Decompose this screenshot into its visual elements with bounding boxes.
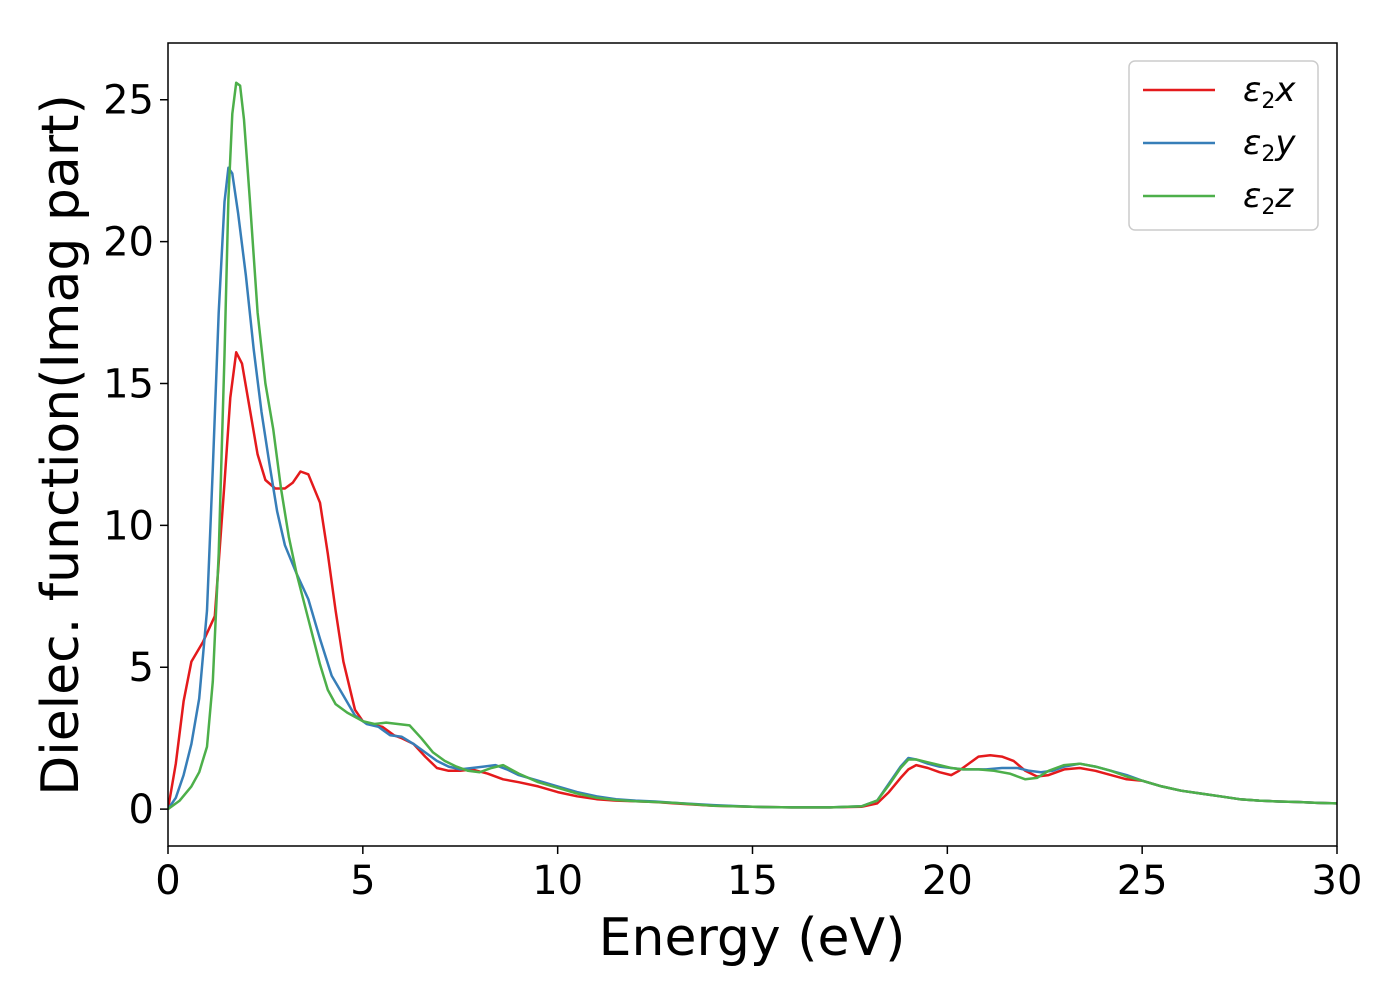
y-tick-label: 15 (103, 361, 154, 407)
y-tick-label: 5 (129, 645, 154, 691)
x-tick-label: 5 (350, 858, 375, 904)
y-axis-label: Dielec. function(Imag part) (31, 94, 91, 796)
x-axis: 0 5 10 15 20 25 30 (155, 846, 1362, 904)
legend: ε2x ε2y ε2z (1128, 60, 1319, 231)
y-tick-label: 10 (103, 503, 154, 549)
x-tick-label: 20 (922, 858, 973, 904)
x-tick-label: 15 (727, 858, 778, 904)
legend-label-x: ε2x (1243, 70, 1296, 114)
series-layer (168, 81, 1337, 811)
y-tick-label: 25 (103, 78, 154, 124)
x-axis-label: Energy (eV) (599, 908, 906, 968)
x-tick-label: 0 (155, 858, 180, 904)
x-tick-label: 30 (1312, 858, 1363, 904)
y-tick-label: 20 (103, 220, 154, 266)
legend-box (1128, 60, 1319, 231)
y-tick-label: 0 (129, 787, 154, 833)
series-line-z (168, 81, 1337, 811)
legend-label-z: ε2z (1243, 176, 1294, 220)
legend-label-y: ε2y (1243, 123, 1296, 167)
x-tick-label: 25 (1117, 858, 1168, 904)
y-axis: 0 5 10 15 20 25 (103, 78, 168, 833)
x-tick-label: 10 (532, 858, 583, 904)
